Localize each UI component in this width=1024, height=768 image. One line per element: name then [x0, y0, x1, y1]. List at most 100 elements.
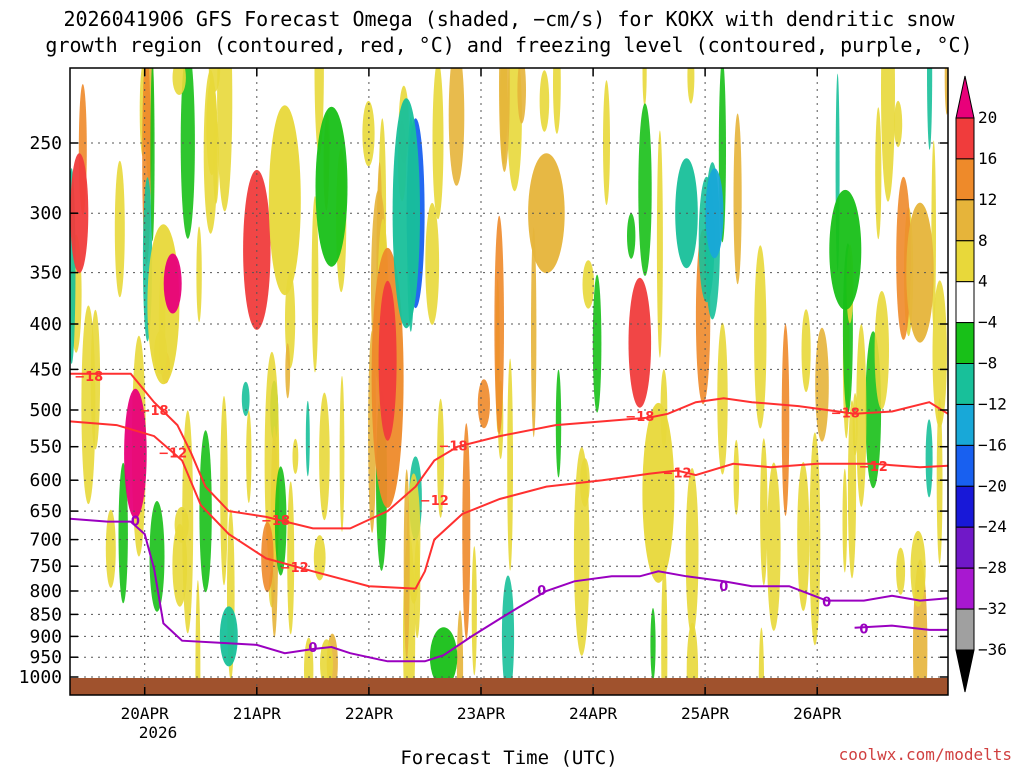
colorbar-tick-label: 12 — [978, 190, 997, 209]
omega-streak — [448, 68, 465, 186]
y-tick-label: 700 — [29, 530, 62, 551]
omega-band — [268, 105, 301, 296]
omega-streak — [754, 245, 767, 429]
omega-streak — [555, 369, 562, 478]
contour-label: −12 — [859, 460, 888, 475]
colorbar-box — [955, 444, 975, 487]
contour-label: −18 — [74, 370, 103, 385]
colorbar-top-arrow — [955, 75, 975, 119]
omega-streak — [539, 70, 550, 132]
colorbar-box — [955, 363, 975, 405]
omega-streak — [180, 68, 195, 239]
omega-streak — [319, 392, 330, 521]
y-tick-label: 500 — [29, 400, 62, 421]
omega-streak — [875, 107, 882, 240]
omega-streak — [656, 130, 663, 358]
omega-streak — [292, 438, 299, 474]
omega-streak — [313, 535, 326, 581]
x-axis-label: Forecast Time (UTC) — [400, 747, 617, 768]
omega-streak — [246, 410, 252, 503]
omega-band — [70, 153, 89, 274]
omega-band — [628, 277, 652, 408]
omega-band — [163, 253, 182, 314]
omega-streak — [627, 213, 636, 259]
omega-streak — [842, 468, 848, 573]
omega-streak — [932, 280, 947, 428]
y-tick-label: 850 — [29, 604, 62, 625]
contour-label: −12 — [420, 494, 449, 509]
x-tick-label: 25APR — [681, 704, 730, 723]
colorbar-box — [955, 526, 975, 569]
omega-streak — [638, 103, 652, 276]
omega-streak — [881, 68, 895, 202]
x-tick-label: 20APR — [121, 704, 170, 723]
omega-streak — [320, 639, 333, 689]
omega-streak — [172, 68, 186, 95]
omega-streak — [114, 160, 125, 298]
omega-band — [243, 169, 271, 330]
omega-streak — [217, 68, 233, 212]
omega-shading-layer — [70, 68, 948, 695]
y-tick-label: 900 — [29, 626, 62, 647]
omega-band — [315, 106, 348, 267]
omega-streak — [650, 608, 656, 681]
omega-streak — [494, 215, 505, 435]
omega-streak — [896, 176, 911, 340]
omega-streak — [642, 68, 647, 107]
omega-streak — [936, 398, 943, 564]
contour-label: −18 — [625, 410, 654, 425]
colorbar-box — [955, 158, 975, 201]
colorbar-tick-label: 4 — [978, 272, 988, 291]
contour-label: −12 — [158, 446, 187, 461]
contour-label: 0 — [537, 584, 546, 599]
dgz-contour-line — [69, 420, 949, 590]
colorbar-tick-label: −20 — [978, 476, 1007, 495]
contour-layer: −18 −18 −18 −18 −18 −18 −12 −12 −12 −12 −12 0 0 0 0 0 0 — [69, 370, 949, 663]
y-tick-label: 550 — [29, 437, 62, 458]
y-tick-label: 450 — [29, 359, 62, 380]
plot-frame — [69, 67, 949, 696]
colorbar-box — [955, 117, 975, 160]
chart-title-line1: 2026041906 GFS Forecast Omega (shaded, −… — [63, 7, 955, 31]
colorbar-box — [955, 322, 975, 365]
colorbar-box — [955, 608, 975, 651]
omega-streak — [582, 260, 595, 309]
freezing-level-line — [69, 517, 949, 663]
omega-streak — [220, 395, 228, 586]
omega-streak — [437, 398, 445, 518]
omega-streak — [241, 381, 250, 417]
y-axis-ticks: 2503003504004505005506006507007508008509… — [19, 133, 948, 688]
omega-streak — [685, 467, 699, 637]
omega-streak — [195, 580, 201, 695]
omega-streak — [287, 481, 295, 635]
x-axis-ticks: 20APR 21APR 22APR 23APR 24APR 25APR 26APR — [121, 68, 842, 723]
omega-streak — [896, 547, 906, 595]
omega-streaks — [70, 68, 948, 695]
omega-band — [219, 606, 238, 667]
y-tick-label: 800 — [29, 581, 62, 602]
omega-streak — [261, 522, 274, 593]
omega-streak — [196, 226, 202, 323]
colorbar-box — [955, 485, 975, 528]
omega-band — [378, 280, 397, 441]
omega-streak — [499, 68, 510, 172]
omega-streak — [815, 327, 829, 442]
omega-streak — [432, 68, 444, 220]
omega-streak — [149, 501, 165, 612]
omega-streak — [501, 575, 515, 695]
ground-surface-layer — [70, 678, 948, 695]
ground-surface — [70, 678, 948, 695]
omega-streak — [182, 410, 194, 634]
omega-streak — [118, 462, 128, 604]
omega-streak — [856, 324, 867, 507]
colorbar-tick-label: −32 — [978, 599, 1007, 618]
colorbar-box — [955, 281, 975, 324]
omega-streak — [311, 196, 319, 373]
omega-streak — [462, 423, 471, 640]
omega-streak — [809, 432, 821, 646]
omega-streak — [767, 462, 781, 631]
omega-band — [906, 202, 934, 343]
omega-streak — [925, 419, 933, 498]
colorbar-tick-label: −28 — [978, 558, 1007, 577]
colorbar-tick-label: 8 — [978, 231, 988, 250]
